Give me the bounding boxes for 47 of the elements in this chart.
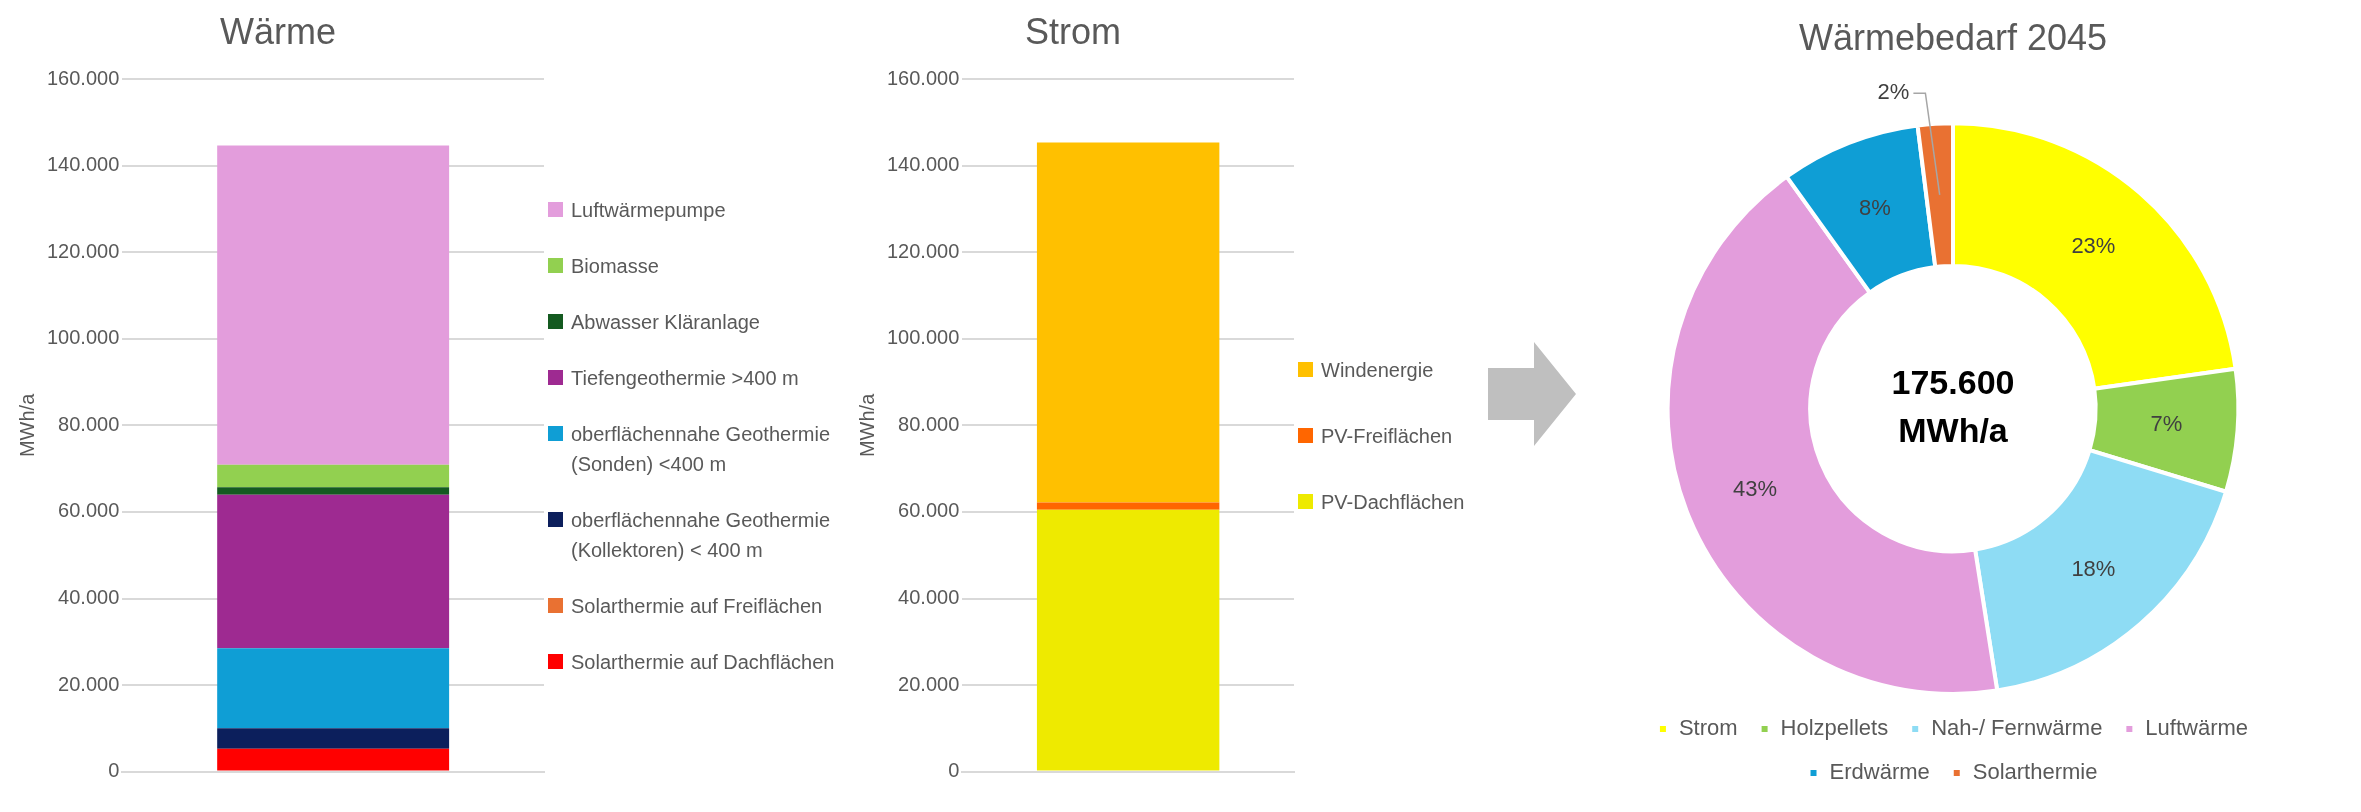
data-label: 7% [2150,411,2183,437]
legend-label: Nah-/ Fernwärme [1931,715,2103,741]
y-tick-label: 40.000 [58,586,120,609]
legend-label: Solarthermie [1972,759,2098,785]
legend-label: Solarthermie auf Dachflächen [571,650,835,675]
legend-label: PV-Freiflächen [1321,424,1453,449]
chart-title: Strom [1024,10,1122,52]
data-label: 23% [2071,233,2116,259]
legend-label: Luftwärme [2145,715,2249,741]
text: 175.600 MWh/a [1891,362,2015,449]
legend-label: Abwasser Kläranlage [571,310,760,335]
y-tick-label: 60.000 [898,499,960,522]
y-tick-label: 160.000 [887,66,960,89]
y-tick-label: 0 [108,759,120,782]
y-tick-label: 80.000 [898,412,960,435]
legend-label: Solarthermie auf Freiflächen [571,594,823,619]
y-tick-label: 100.000 [887,326,960,349]
legend-label: Biomasse [571,254,659,279]
y-tick-label: 140.000 [47,153,120,176]
legend-label: Holzpellets [1780,715,1889,741]
data-label: 18% [2071,556,2116,582]
data-label: 2% [1877,79,1910,105]
chart-title: Wärme [220,10,336,52]
chart-title: Wärmebedarf 2045 [1798,16,2108,58]
data-label: 8% [1859,195,1891,221]
y-tick-label: 140.000 [887,153,960,176]
data-label: 43% [1732,475,1777,501]
y-tick-label: 60.000 [58,499,120,522]
y-tick-label: 20.000 [58,672,120,695]
legend-label: Luftwärmepumpe [571,198,726,223]
legend-label: Erdwärme [1829,759,1930,785]
legend-label: oberflächennahe Geothermie (Sonden) <400 m [571,422,832,477]
y-axis-title: MWh/a [855,392,878,458]
legend-label: Tiefengeothermie >400 m [571,366,799,391]
y-tick-label: 100.000 [47,326,120,349]
y-tick-label: 0 [948,759,960,782]
legend-label: Strom [1678,715,1738,741]
y-tick-label: 160.000 [47,66,120,89]
y-tick-label: 40.000 [898,586,960,609]
y-tick-label: 120.000 [47,239,120,262]
legend-label: Windenergie [1321,358,1434,383]
legend-label: PV-Dachflächen [1321,490,1465,515]
y-tick-label: 80.000 [58,412,120,435]
y-axis-title: MWh/a [15,392,38,458]
legend-label: oberflächennahe Geothermie (Kollektoren) < 400 m [571,508,832,563]
y-tick-label: 120.000 [887,239,960,262]
y-tick-label: 20.000 [898,672,960,695]
